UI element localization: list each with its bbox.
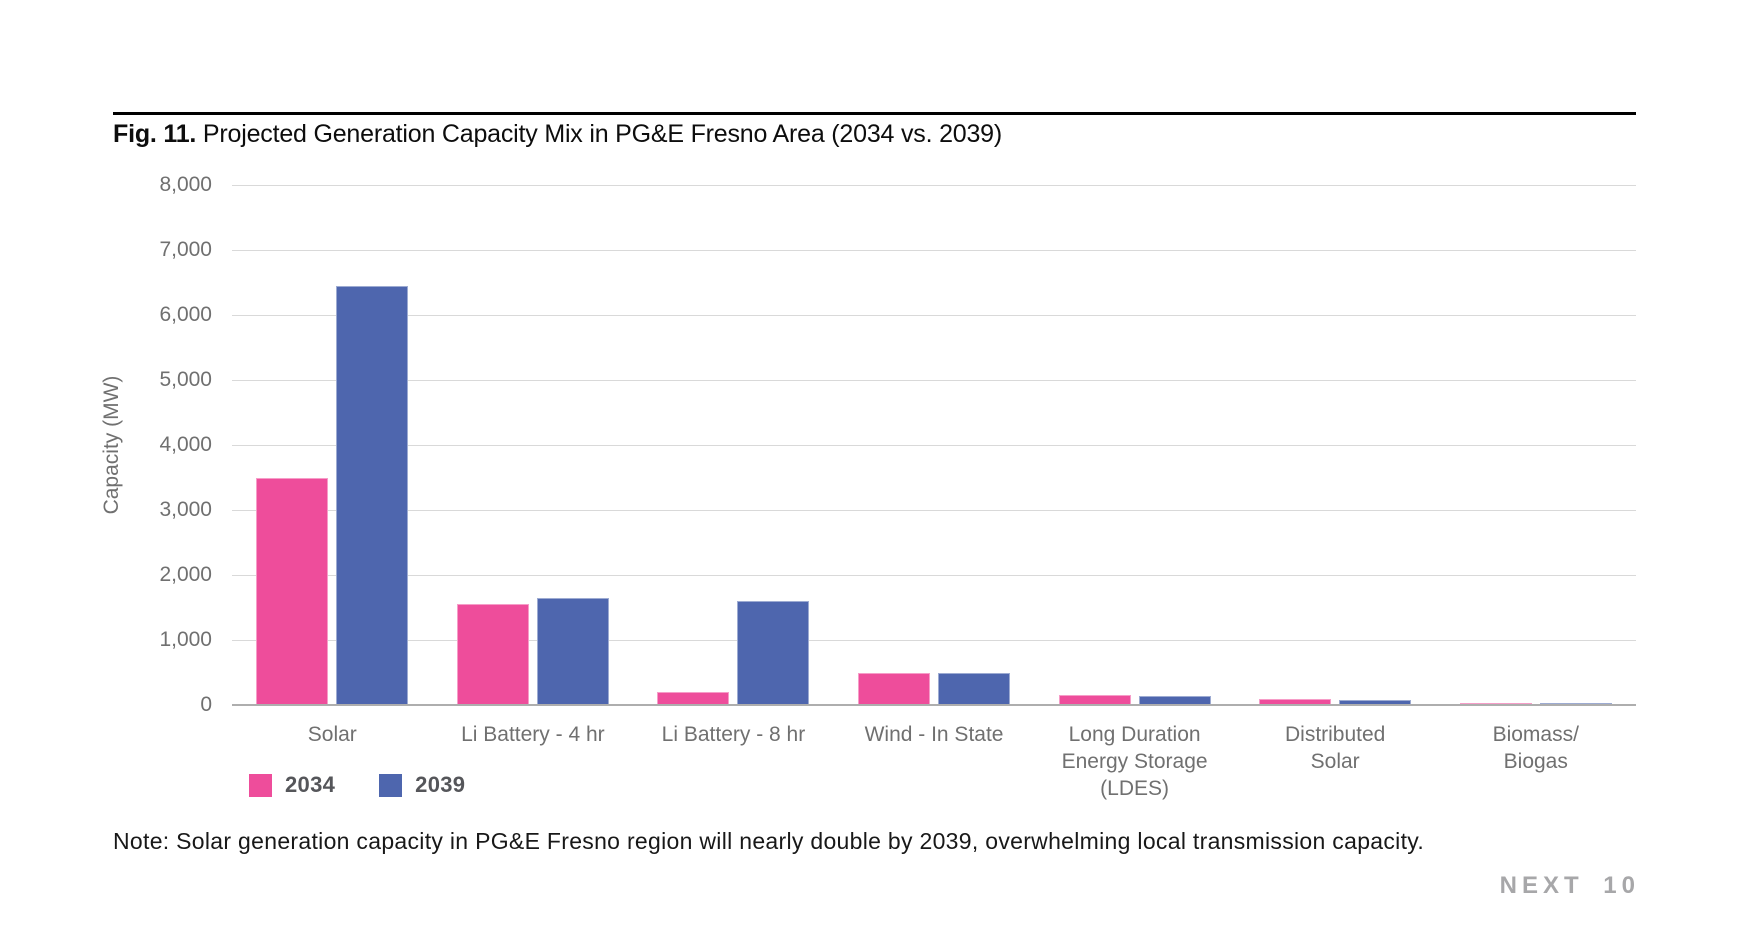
category-label-7: Biomass/ Biogas (1492, 723, 1579, 773)
bar-2034-biomass- (1459, 702, 1532, 705)
gridline-4000 (232, 445, 1636, 446)
x-axis-line (232, 704, 1636, 706)
bar-2039-long-duration (1138, 695, 1211, 705)
bar-2039-li-battery-8-hr (737, 601, 810, 705)
gridline-6000 (232, 315, 1636, 316)
bar-group-2 (433, 185, 634, 705)
figure-title-text: Projected Generation Capacity Mix in PG&… (202, 120, 1003, 148)
bar-2039-wind-in-state (938, 673, 1011, 705)
bar-group-6 (1235, 185, 1436, 705)
bar-2039-distributed (1339, 700, 1412, 705)
category-label-5: Long Duration Energy Storage (LDES) (1061, 723, 1208, 800)
legend-item-2039: 2039 (379, 772, 465, 798)
bar-group-1 (232, 185, 433, 705)
bar-2034-solar (256, 477, 329, 705)
bar-group-4 (834, 185, 1035, 705)
legend-swatch-2034 (249, 773, 272, 797)
category-label-2: Li Battery - 4 hr (461, 723, 605, 746)
y-tick-label-4000: 4,000 (159, 433, 212, 456)
legend-label-2039: 2039 (415, 772, 466, 797)
next10-logo: NEXT 10 (1499, 872, 1640, 899)
x-axis-category-labels: Solar Li Battery - 4 hr Li Battery - 8 hr W… (232, 721, 1636, 802)
legend-label-2034: 2034 (285, 772, 336, 797)
gridline-1000 (232, 640, 1636, 641)
category-label-1: Solar (307, 723, 357, 746)
figure-title: Fig. 11. Projected Generation Capacity M… (113, 120, 1002, 149)
y-tick-label-5000: 5,000 (159, 368, 212, 391)
category-label-6: Distributed Solar (1284, 723, 1386, 773)
gridline-3000 (232, 510, 1636, 511)
bar-2034-distributed (1259, 699, 1332, 705)
y-tick-label-2000: 2,000 (159, 563, 212, 586)
y-tick-label-6000: 6,000 (159, 303, 212, 326)
legend-swatch-2039 (379, 773, 403, 797)
bar-group-3 (633, 185, 834, 705)
top-divider-rule (113, 112, 1636, 115)
y-tick-label-7000: 7,000 (159, 238, 212, 261)
gridline-5000 (232, 380, 1636, 381)
bar-2034-li-battery-8-hr (657, 692, 730, 705)
figure-note: Note: Solar generation capacity in PG&E … (113, 828, 1425, 854)
bar-chart: Capacity (MW) 8,000 7,000 6,000 5,000 4,000 3… (100, 173, 1636, 800)
gridline-7000 (232, 250, 1636, 251)
category-label-3: Li Battery - 8 hr (661, 723, 806, 746)
bar-group-7 (1435, 185, 1636, 705)
bar-2034-long-duration (1058, 695, 1131, 705)
bar-2039-solar (336, 286, 409, 705)
bar-2039-li-battery-4-hr (536, 597, 609, 705)
gridline-2000 (232, 575, 1636, 576)
bars-layer (232, 185, 1636, 705)
gridline-8000 (232, 185, 1636, 186)
bar-group-5 (1034, 185, 1235, 705)
bar-2034-wind-in-state (858, 672, 931, 705)
y-tick-label-1000: 1,000 (159, 628, 212, 651)
category-label-4: Wind - In State (864, 723, 1004, 746)
y-tick-label-8000: 8,000 (159, 173, 212, 196)
figure-number-label: Fig. 11. (113, 120, 197, 148)
y-tick-label-3000: 3,000 (159, 498, 212, 521)
legend-item-2034: 2034 (249, 772, 335, 798)
bar-2034-li-battery-4-hr (456, 604, 529, 705)
y-tick-label-0: 0 (200, 693, 212, 716)
chart-legend: 2034 2039 (249, 772, 509, 798)
